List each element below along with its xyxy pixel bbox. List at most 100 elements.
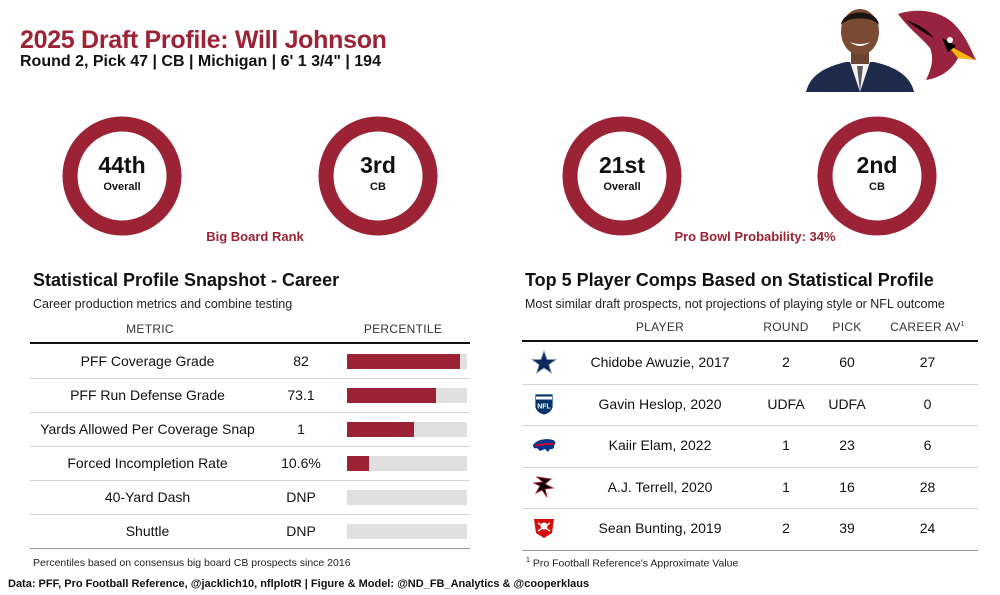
comp-career-av: 0 [923, 395, 932, 412]
row-divider [522, 466, 978, 468]
rank-value: 21st [598, 152, 646, 178]
stat-metric-name: Forced Incompletion Rate [67, 455, 228, 471]
percentile-bar-track [347, 524, 467, 539]
ring-pro-bowl-overall: 21st Overall [562, 116, 682, 236]
stat-metric-value: DNP [286, 489, 316, 505]
ring-graphic [62, 116, 182, 236]
percentile-bar-track [347, 388, 467, 403]
row-divider [522, 383, 978, 385]
footnote-text: Pro Football Reference's Approximate Val… [529, 557, 739, 570]
comps-footnote: 1 Pro Football Reference's Approximate V… [526, 557, 738, 570]
stat-footnote: Percentiles based on consensus big board… [33, 557, 351, 569]
comp-career-av: 24 [919, 520, 936, 536]
page-title: 2025 Draft Profile: Will Johnson [20, 26, 387, 54]
rank-label: CB [370, 181, 386, 193]
comp-pick: 39 [839, 520, 855, 536]
rank-value: 44th [98, 152, 146, 178]
stat-metric-name: Yards Allowed Per Coverage Snap [40, 421, 255, 437]
comp-career-av: 6 [923, 437, 932, 453]
col-round-header: ROUND [763, 320, 809, 334]
stat-metric-name: Shuttle [125, 523, 170, 539]
comp-round: 1 [782, 478, 790, 495]
comp-career-av: 28 [919, 478, 936, 495]
row-divider [30, 446, 470, 447]
buccaneers-flag-icon [531, 516, 557, 540]
comp-pick: 60 [839, 354, 855, 370]
rank-value: 2nd [856, 152, 898, 178]
col-percentile-header: PERCENTILE [363, 322, 443, 336]
ring-big-board-cb: 3rd CB [318, 116, 438, 236]
comp-player-name: Gavin Heslop, 2020 [598, 395, 722, 412]
row-divider [522, 508, 978, 509]
bills-buffalo-icon [531, 433, 557, 457]
stat-metric-value: 73.1 [287, 387, 315, 403]
ring-graphic [318, 116, 438, 236]
percentile-bar-fill [347, 456, 369, 471]
comp-round: 2 [782, 520, 790, 536]
comps-title: Top 5 Player Comps Based on Statistical … [525, 270, 934, 290]
big-board-caption: Big Board Rank [206, 229, 304, 244]
cardinals-logo [898, 10, 976, 81]
percentile-bar-track [347, 354, 467, 369]
row-divider [522, 549, 978, 551]
stat-metric-name: PFF Run Defense Grade [70, 387, 225, 403]
percentile-bar-fill [347, 422, 414, 437]
comp-pick: 16 [839, 478, 855, 495]
percentile-bar-track [347, 422, 467, 437]
stat-profile-title: Statistical Profile Snapshot - Career [33, 270, 340, 290]
comp-career-av: 27 [919, 354, 936, 370]
comp-pick: 23 [839, 437, 855, 453]
row-divider [30, 378, 470, 379]
col-career-av-header: CAREER AV1 [880, 320, 975, 334]
comps-subtitle: Most similar draft prospects, not projec… [525, 297, 945, 311]
col-metric-header: METRIC [126, 322, 174, 336]
rank-value: 3rd [360, 152, 396, 178]
ring-graphic [562, 116, 682, 236]
stat-table-rule [30, 342, 470, 344]
comp-round: 1 [782, 437, 790, 453]
pro-bowl-caption: Pro Bowl Probability: 34% [674, 229, 836, 244]
percentile-bar-track [347, 456, 467, 471]
rank-label: Overall [603, 181, 641, 193]
comp-pick: UDFA [828, 395, 866, 412]
percentile-bar-fill [347, 388, 436, 403]
ring-big-board-overall: 44th Overall [62, 116, 182, 236]
percentile-bar-fill [347, 354, 460, 369]
ring-pro-bowl-cb: 2nd CB [817, 116, 937, 236]
row-divider [522, 425, 978, 426]
row-divider [30, 514, 470, 515]
col-pick-header: PICK [832, 320, 862, 334]
stat-metric-name: 40-Yard Dash [104, 489, 191, 505]
comp-round: 2 [782, 354, 790, 370]
player-headshot [806, 9, 914, 92]
svg-text:NFL: NFL [537, 403, 551, 410]
footnote-mark: 1 [526, 557, 530, 564]
ring-graphic [817, 116, 937, 236]
stat-metric-value: DNP [286, 523, 316, 539]
stat-metric-name: PFF Coverage Grade [80, 353, 215, 369]
cowboys-star-icon [530, 349, 558, 374]
stat-metric-value: 10.6% [281, 455, 321, 471]
comp-player-name: Chidobe Awuzie, 2017 [590, 354, 730, 370]
row-divider [30, 412, 470, 413]
page-subtitle: Round 2, Pick 47 | CB | Michigan | 6' 1 … [20, 53, 381, 70]
stat-metric-value: 82 [293, 353, 309, 369]
nfl-shield-icon: NFL [531, 392, 557, 416]
stat-table-bottom-rule [30, 548, 470, 549]
rank-label: Overall [103, 181, 141, 193]
comp-round: UDFA [767, 395, 805, 412]
col-player-header: PLAYER [635, 320, 685, 334]
row-divider [30, 480, 470, 481]
falcons-icon [531, 475, 557, 499]
comp-player-name: A.J. Terrell, 2020 [607, 478, 713, 495]
comp-player-name: Sean Bunting, 2019 [598, 520, 722, 536]
career-av-footnote-mark: 1 [960, 321, 965, 328]
stat-metric-value: 1 [297, 421, 305, 437]
career-av-label: CAREER AV [890, 320, 961, 334]
percentile-bar-track [347, 490, 467, 505]
stat-profile-subtitle: Career production metrics and combine te… [33, 297, 293, 311]
data-credits: Data: PFF, Pro Football Reference, @jack… [8, 578, 590, 590]
comps-table-rule [522, 340, 978, 342]
comp-player-name: Kaiir Elam, 2022 [608, 437, 712, 453]
rank-label: CB [869, 181, 885, 193]
